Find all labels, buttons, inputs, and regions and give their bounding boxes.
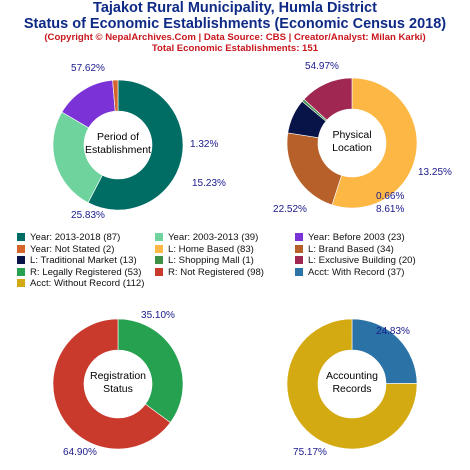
- donut-center-label: Records: [332, 383, 371, 395]
- legend-swatch: [295, 244, 303, 253]
- slice-percent-label: 24.83%: [376, 326, 410, 337]
- legend-item: L: Home Based (83): [155, 244, 254, 255]
- slice-percent-label: 15.23%: [192, 178, 226, 189]
- slice-percent-label: 57.62%: [71, 63, 105, 74]
- legend-label: L: Brand Based (34): [308, 243, 394, 255]
- slice-percent-label: 0.66%: [376, 191, 404, 202]
- slice-percent-label: 13.25%: [418, 167, 452, 178]
- legend-item: Acct: With Record (37): [295, 267, 405, 278]
- legend-item: Year: 2003-2013 (39): [155, 232, 258, 243]
- legend-label: R: Not Registered (98): [168, 266, 264, 278]
- donut-center-label: Registration: [90, 370, 146, 382]
- legend-swatch: [155, 244, 163, 253]
- legend-item: R: Not Registered (98): [155, 267, 264, 278]
- donut-center-label: Establishment: [85, 144, 151, 156]
- legend-swatch: [155, 256, 163, 264]
- legend-label: Year: 2013-2018 (87): [30, 232, 121, 243]
- legend-label: Year: Before 2003 (23): [308, 232, 405, 243]
- legend-item: L: Brand Based (34): [295, 244, 394, 255]
- legend-item: Year: 2013-2018 (87): [17, 232, 120, 243]
- legend-item: L: Traditional Market (13): [17, 255, 137, 266]
- slice-percent-label: 54.97%: [305, 61, 339, 72]
- donut-center-label: Status: [103, 383, 133, 395]
- legend-swatch: [155, 233, 163, 241]
- donut-hole: [318, 109, 386, 177]
- legend-label: Acct: Without Record (112): [30, 278, 145, 289]
- legend-swatch: [295, 233, 303, 241]
- legend-swatch: [295, 267, 303, 276]
- total-establishments: Total Economic Establishments: 151: [151, 43, 319, 54]
- slice-percent-label: 75.17%: [293, 447, 327, 458]
- slice-percent-label: 8.61%: [376, 204, 404, 215]
- legend-label: L: Traditional Market (13): [30, 255, 137, 266]
- legend-item: Acct: Without Record (112): [17, 278, 144, 289]
- legend-swatch: [17, 267, 25, 276]
- legend-swatch: [295, 256, 303, 264]
- slice-percent-label: 1.32%: [190, 139, 218, 150]
- legend-label: Acct: With Record (37): [308, 266, 405, 278]
- chart-title-line2: Status of Economic Establishments (Econo…: [23, 16, 447, 32]
- donut-center-label: Accounting: [326, 370, 378, 382]
- legend-swatch: [17, 256, 25, 264]
- donut-center-label: Physical: [332, 129, 371, 141]
- donut-hole: [84, 111, 152, 179]
- chart-header: Tajakot Rural Municipality, Humla Distri…: [0, 0, 470, 54]
- legend-item: R: Legally Registered (53): [17, 267, 141, 278]
- legend-label: R: Legally Registered (53): [30, 266, 142, 278]
- legend-label: L: Exclusive Building (20): [308, 255, 416, 266]
- donut-center-label: Location: [332, 142, 372, 154]
- legend-label: Year: Not Stated (2): [30, 243, 115, 255]
- legend-item: Year: Before 2003 (23): [295, 232, 405, 243]
- legend-label: L: Shopping Mall (1): [168, 255, 254, 266]
- legend-swatch: [17, 233, 25, 241]
- chart-title-line1: Tajakot Rural Municipality, Humla Distri…: [93, 0, 377, 16]
- legend-swatch: [17, 244, 25, 253]
- donut-center-label: Period of: [97, 131, 139, 143]
- slice-percent-label: 35.10%: [141, 310, 175, 321]
- donut-hole: [318, 350, 386, 418]
- legend-swatch: [17, 279, 25, 287]
- slice-percent-label: 22.52%: [273, 204, 307, 215]
- legend-item: L: Exclusive Building (20): [295, 255, 416, 266]
- legend-label: L: Home Based (83): [168, 243, 254, 255]
- donut-hole: [84, 350, 152, 418]
- legend-item: Year: Not Stated (2): [17, 244, 114, 255]
- legend-label: Year: 2003-2013 (39): [168, 232, 259, 243]
- slice-percent-label: 25.83%: [71, 210, 105, 221]
- legend-swatch: [155, 267, 163, 276]
- slice-percent-label: 64.90%: [63, 447, 97, 458]
- copyright-note: (Copyright © NepalArchives.Com | Data So…: [44, 32, 426, 43]
- legend-item: L: Shopping Mall (1): [155, 255, 254, 266]
